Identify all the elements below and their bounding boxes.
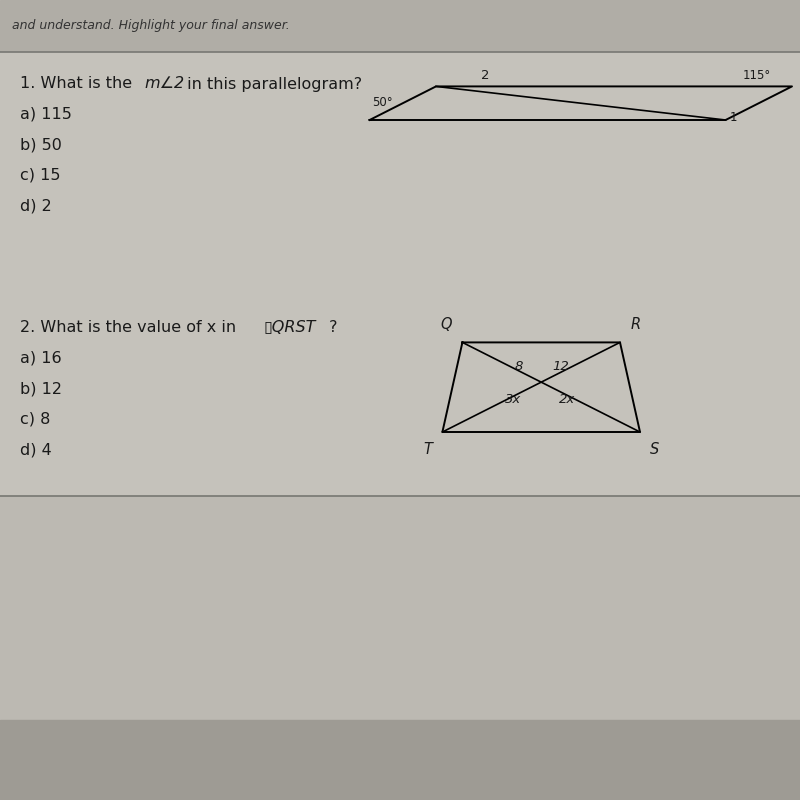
Text: T: T [423,442,432,458]
Text: 1: 1 [730,111,737,124]
Text: 1. What is the: 1. What is the [20,77,138,91]
Text: in this parallelogram?: in this parallelogram? [182,77,362,91]
Text: Q: Q [441,317,452,332]
Text: 50°: 50° [372,96,393,109]
Text: d) 4: d) 4 [20,442,52,457]
Text: a) 115: a) 115 [20,107,72,122]
Text: b) 12: b) 12 [20,382,62,396]
Text: R: R [630,317,641,332]
Text: 2. What is the value of x in: 2. What is the value of x in [20,321,242,335]
Text: and understand. Highlight your final answer.: and understand. Highlight your final ans… [12,19,290,33]
Text: c) 8: c) 8 [20,412,50,426]
Text: ?: ? [324,321,338,335]
Text: a) 16: a) 16 [20,351,62,366]
Bar [0,496,800,720]
Text: 3x: 3x [505,394,522,406]
Text: b) 50: b) 50 [20,138,62,152]
Text: 115°: 115° [742,70,770,82]
Text: 2: 2 [482,70,490,82]
Bar [0,720,800,800]
Text: 2x: 2x [558,394,575,406]
Bar [0,0,800,52]
Bar [0,52,800,496]
Text: 8: 8 [514,360,523,373]
Text: m∠2: m∠2 [144,77,184,91]
Text: S: S [650,442,660,458]
Text: d) 2: d) 2 [20,198,52,213]
Text: ▯QRST: ▯QRST [264,321,316,335]
Text: c) 15: c) 15 [20,168,61,182]
Text: 12: 12 [553,360,570,373]
